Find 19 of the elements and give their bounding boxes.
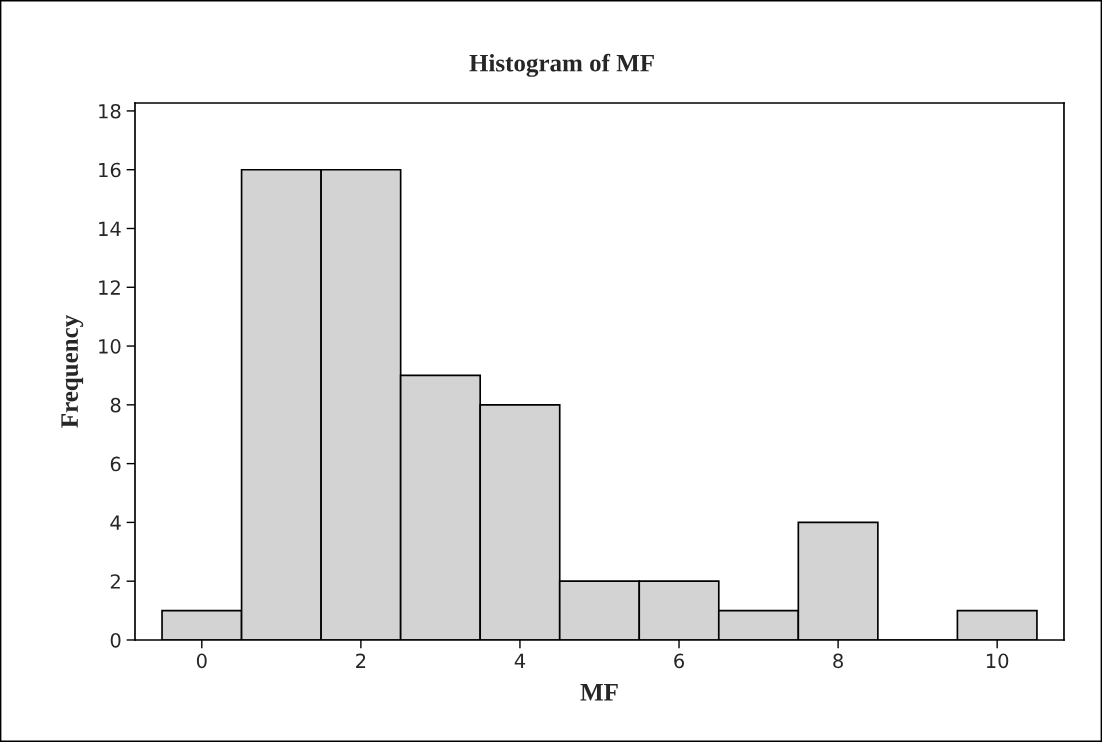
x-tick-label: 8 — [833, 653, 843, 669]
y-tick-label: 14 — [99, 221, 121, 236]
y-tick-label: 10 — [99, 339, 121, 354]
y-tick-label: 4 — [110, 515, 121, 530]
y-tick-label: 0 — [110, 632, 121, 648]
x-tick-label: 6 — [674, 653, 684, 669]
x-tick-label: 10 — [986, 653, 1009, 669]
x-tick-label: 0 — [196, 653, 207, 669]
y-axis-title: Frequency — [61, 315, 84, 428]
y-tick-label: 8 — [110, 397, 121, 413]
x-axis-title: MF — [580, 684, 618, 701]
x-tick-label: 2 — [356, 653, 366, 668]
y-tick-label: 6 — [110, 456, 121, 472]
x-tick-label: 4 — [514, 653, 526, 668]
y-tick-label: 16 — [99, 162, 121, 178]
y-tick-label: 2 — [110, 574, 120, 589]
y-tick-label: 12 — [99, 280, 120, 295]
y-tick-label: 18 — [99, 103, 121, 119]
chart-title: Histogram of MF — [469, 53, 654, 77]
